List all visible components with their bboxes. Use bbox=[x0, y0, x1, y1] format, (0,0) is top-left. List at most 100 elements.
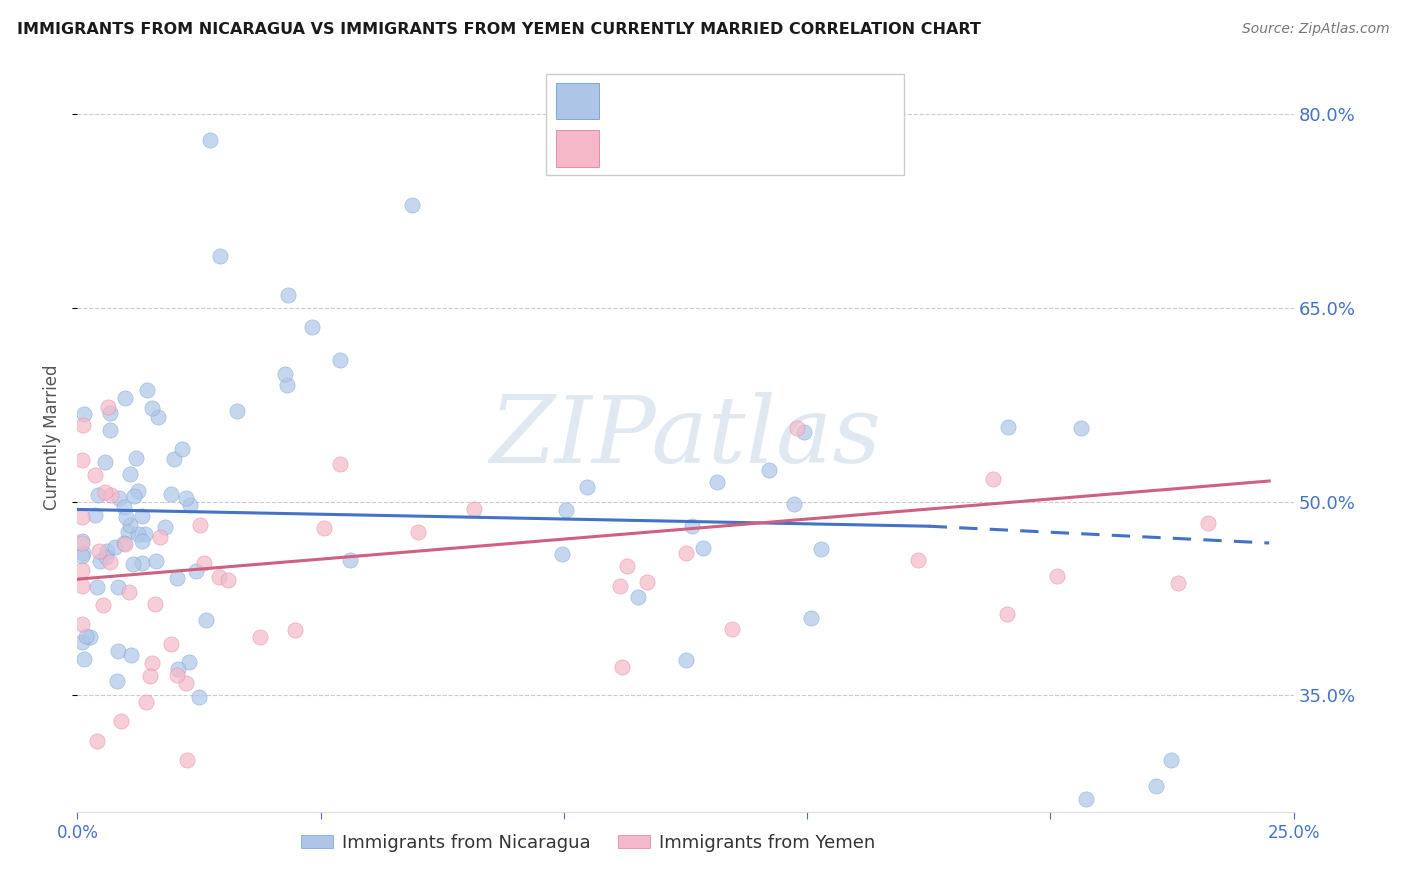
Point bbox=[160, 486, 183, 500]
Point bbox=[105, 673, 128, 688]
Y-axis label: Currently Married: Currently Married bbox=[44, 364, 62, 510]
Point bbox=[1046, 569, 1069, 583]
Point bbox=[198, 133, 221, 147]
Point bbox=[166, 571, 188, 585]
Text: IMMIGRANTS FROM NICARAGUA VS IMMIGRANTS FROM YEMEN CURRENTLY MARRIED CORRELATION: IMMIGRANTS FROM NICARAGUA VS IMMIGRANTS … bbox=[17, 22, 981, 37]
Point bbox=[70, 534, 93, 549]
Point bbox=[692, 541, 714, 555]
Legend: Immigrants from Nicaragua, Immigrants from Yemen: Immigrants from Nicaragua, Immigrants fr… bbox=[294, 827, 883, 859]
Point bbox=[89, 554, 111, 568]
Point bbox=[1070, 420, 1092, 434]
Point bbox=[131, 509, 153, 524]
Point bbox=[84, 468, 107, 483]
Point bbox=[176, 753, 198, 767]
Point bbox=[139, 669, 162, 683]
Point bbox=[114, 391, 136, 405]
Point bbox=[125, 450, 148, 465]
Point bbox=[217, 573, 239, 587]
Point bbox=[118, 518, 141, 533]
Point bbox=[675, 546, 697, 560]
Point bbox=[135, 695, 157, 709]
Point bbox=[194, 613, 217, 627]
Point bbox=[177, 655, 200, 669]
Point bbox=[70, 549, 93, 563]
Point bbox=[70, 453, 93, 467]
Point bbox=[98, 406, 121, 420]
Point bbox=[1197, 516, 1219, 531]
Point bbox=[91, 598, 114, 612]
Point bbox=[70, 635, 93, 649]
Point bbox=[86, 580, 108, 594]
Point bbox=[786, 421, 808, 435]
Point bbox=[609, 579, 631, 593]
Point bbox=[997, 420, 1019, 434]
Point bbox=[1160, 753, 1182, 767]
Point bbox=[176, 675, 198, 690]
Point bbox=[810, 542, 832, 557]
Point bbox=[981, 472, 1004, 486]
Point bbox=[163, 452, 186, 467]
Point bbox=[72, 418, 94, 433]
Point bbox=[800, 611, 823, 625]
Point bbox=[136, 383, 159, 397]
Point bbox=[555, 503, 578, 517]
Point bbox=[706, 475, 728, 489]
Point bbox=[907, 553, 929, 567]
Point bbox=[155, 520, 177, 534]
Point bbox=[87, 487, 110, 501]
Point bbox=[141, 656, 163, 670]
Point bbox=[995, 607, 1018, 621]
Point bbox=[121, 557, 143, 571]
Point bbox=[114, 537, 136, 551]
Point bbox=[70, 509, 93, 524]
Point bbox=[193, 556, 215, 570]
Point bbox=[107, 644, 129, 658]
Point bbox=[636, 575, 658, 590]
Point bbox=[681, 519, 703, 533]
Point bbox=[70, 536, 93, 550]
Point bbox=[127, 527, 149, 541]
Point bbox=[301, 320, 323, 334]
Point bbox=[70, 563, 93, 577]
Point bbox=[141, 401, 163, 416]
Point bbox=[339, 553, 361, 567]
Point bbox=[551, 547, 574, 561]
Point bbox=[149, 530, 172, 544]
Point bbox=[79, 630, 101, 644]
Point bbox=[184, 564, 207, 578]
Point bbox=[120, 467, 142, 482]
Point bbox=[576, 480, 599, 494]
Point bbox=[120, 648, 142, 663]
Point bbox=[159, 637, 181, 651]
Point bbox=[131, 533, 153, 548]
Point bbox=[627, 591, 650, 605]
Point bbox=[108, 491, 131, 505]
Point bbox=[117, 524, 139, 539]
Point bbox=[115, 510, 138, 524]
Point bbox=[782, 498, 804, 512]
Point bbox=[107, 581, 129, 595]
Point bbox=[312, 521, 335, 535]
Point bbox=[131, 556, 153, 570]
Point bbox=[98, 423, 121, 437]
Point bbox=[118, 585, 141, 599]
Point bbox=[70, 617, 93, 632]
Point bbox=[112, 536, 135, 550]
Point bbox=[87, 543, 110, 558]
Point bbox=[93, 455, 115, 469]
Point bbox=[406, 524, 429, 539]
Point bbox=[166, 667, 188, 681]
Point bbox=[72, 545, 94, 559]
Point bbox=[86, 733, 108, 747]
Point bbox=[112, 500, 135, 514]
Point bbox=[104, 540, 127, 554]
Point bbox=[284, 623, 307, 637]
Point bbox=[134, 526, 156, 541]
Point bbox=[96, 544, 118, 558]
Text: Source: ZipAtlas.com: Source: ZipAtlas.com bbox=[1241, 22, 1389, 37]
Point bbox=[329, 457, 352, 471]
Point bbox=[610, 660, 633, 674]
Point bbox=[720, 623, 742, 637]
Point bbox=[98, 555, 121, 569]
Point bbox=[277, 288, 299, 302]
